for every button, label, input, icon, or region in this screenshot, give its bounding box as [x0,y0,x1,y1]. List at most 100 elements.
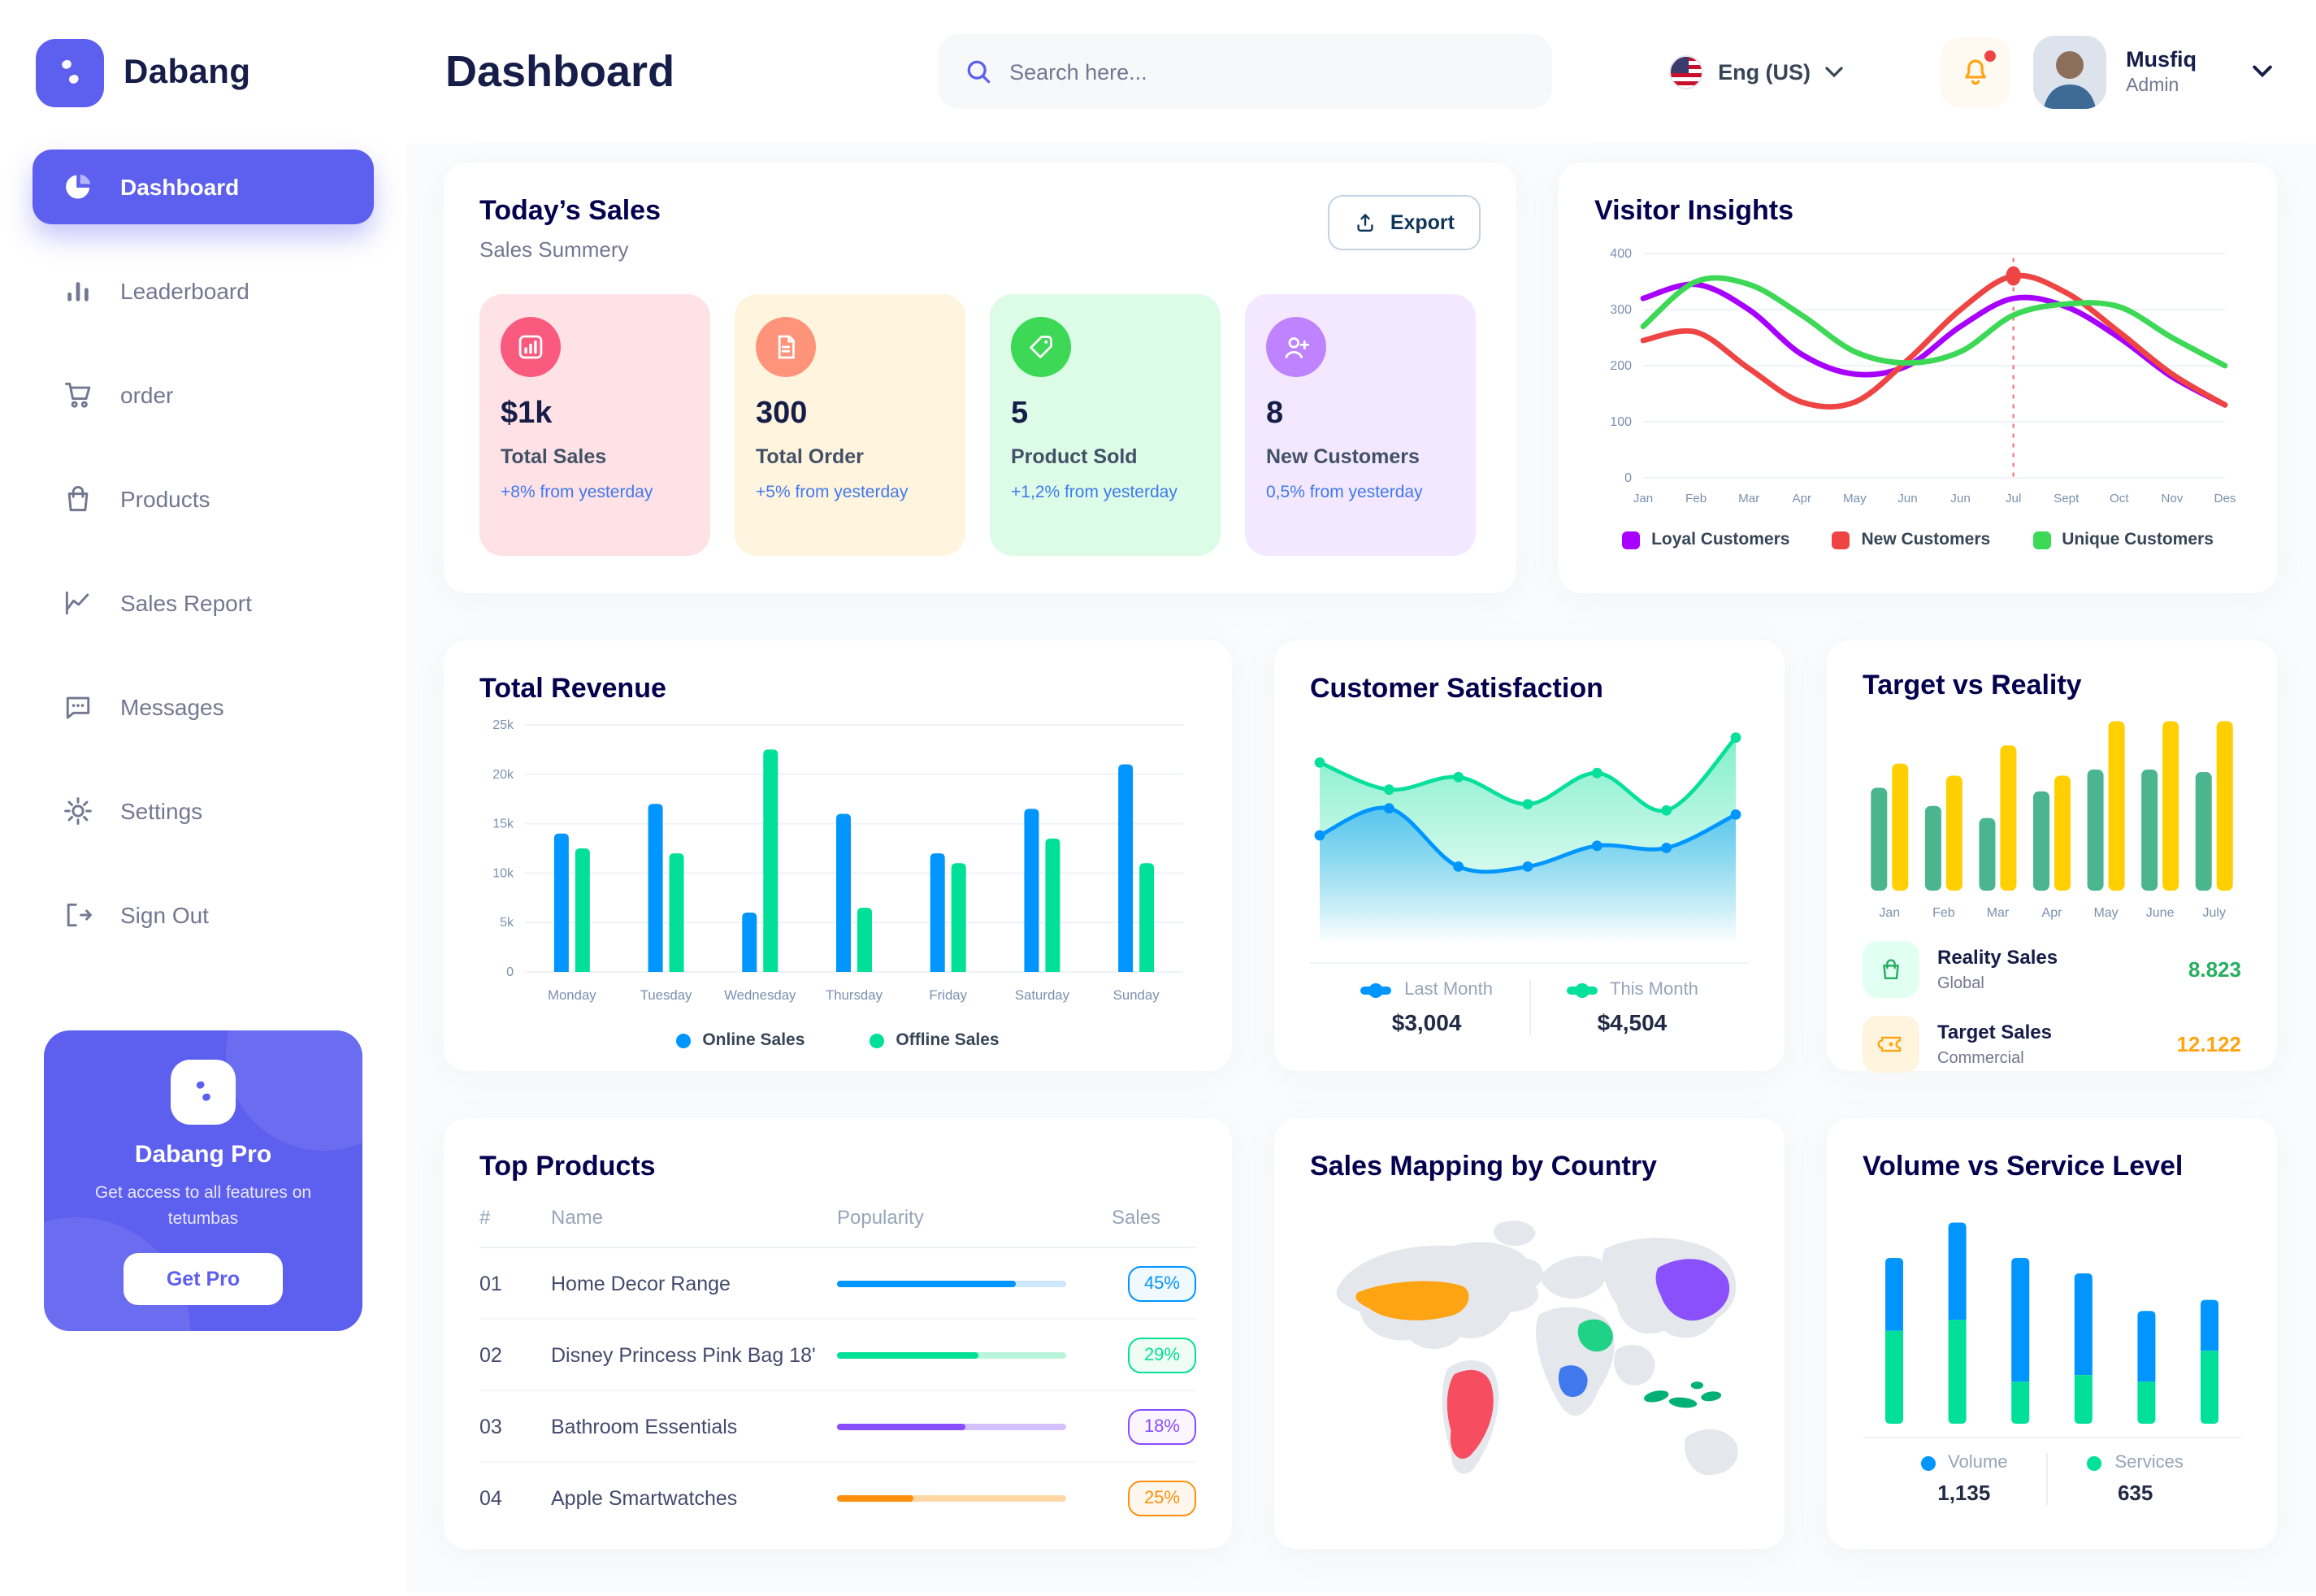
country-united-states [1355,1281,1469,1321]
sales-chart-icon [501,317,561,377]
legend-item: Unique Customers [2032,530,2214,549]
sidebar-item-sales-report[interactable]: Sales Report [33,566,374,640]
bell-icon [1965,59,1986,85]
sidebar-item-label: Sign Out [120,902,209,928]
legend-swatch [2087,1455,2102,1470]
legend-value: $4,504 [1597,1009,1668,1035]
sales-mapping-title: Sales Mapping by Country [1310,1151,1657,1182]
notifications-button[interactable] [1941,37,2011,106]
svg-text:0: 0 [1624,471,1632,485]
legend-swatch [1622,531,1641,549]
brand-name: Dabang [124,54,251,91]
product-num: 04 [479,1487,502,1510]
table-row: 03 Bathroom Essentials 18% [479,1391,1196,1463]
tag-icon [1011,317,1071,377]
legend-label: This Month [1610,980,1698,1000]
divider [1310,962,1749,964]
sidebar-item-sign-out[interactable]: Sign Out [33,878,374,952]
sidebar-item-leaderboard[interactable]: Leaderboard [33,254,374,328]
reality-sales-row: Reality Sales Global 8.823 [1863,941,2241,998]
legend-swatch [676,1033,692,1047]
divider [1863,1437,2241,1438]
target-vs-reality-chart: Jan Feb Mar Apr May June July [1863,709,2241,923]
svg-text:May: May [1843,492,1867,505]
sidebar-item-settings[interactable]: Settings [33,774,374,848]
sidebar-item-products[interactable]: Products [33,462,374,536]
visitor-insights-card: Visitor Insights 0 100 200 300 400 Jan Feb Mar A… [1559,163,2277,593]
svg-text:15k: 15k [492,818,514,831]
svg-text:Sept: Sept [2054,492,2080,505]
export-button[interactable]: Export [1328,195,1481,250]
search-input[interactable] [1009,59,1527,84]
total-revenue-chart: 0 5k 10k 15k 20k 25k Monday Tuesday Wednesday Thu… [479,712,1196,1017]
sales-badge: 18% [1127,1408,1196,1444]
stat-value: 8 [1266,397,1284,431]
col-header-name: Name [551,1206,604,1229]
sidebar: Dabang Dashboard Leaderboard ord [0,0,406,1593]
order-file-icon [756,317,816,377]
svg-text:Des: Des [2214,492,2236,505]
stat-label: New Customers [1266,445,1420,468]
get-pro-button[interactable]: Get Pro [124,1252,283,1305]
export-label: Export [1390,211,1455,234]
legend-item: This Month $4,504 [1529,980,1734,1035]
stat-delta: +8% from yesterday [501,483,653,502]
pie-chart-icon [66,174,91,199]
chevron-down-icon [1825,66,1843,77]
svg-text:Thursday: Thursday [826,987,883,1003]
svg-text:5k: 5k [500,916,514,930]
stat-label: Total Sales [501,445,607,468]
popularity-bar [837,1280,1112,1286]
volume-service-title: Volume vs Service Level [1863,1151,2184,1182]
col-header-num: # [479,1206,491,1229]
sales-badge: 25% [1127,1481,1196,1516]
stat-value: 5 [1011,397,1029,431]
svg-text:Jan: Jan [1879,906,1900,920]
gear-icon [64,797,92,825]
us-flag-icon [1669,54,1704,89]
user-profile[interactable]: Musfiq Admin [2033,35,2271,108]
language-selector[interactable]: Eng (US) [1669,54,1843,89]
svg-text:20k: 20k [492,768,514,782]
legend-label: Offline Sales [896,1030,1000,1050]
row-value: 8.823 [2188,957,2241,982]
stat-card-new-customers: 8 New Customers 0,5% from yesterday [1245,294,1476,556]
table-row: 02 Disney Princess Pink Bag 18' 29% [479,1320,1196,1391]
total-revenue-title: Total Revenue [479,673,666,704]
col-header-popularity: Popularity [837,1206,924,1229]
legend-label: Online Sales [702,1030,805,1050]
col-header-sales: Sales [1112,1206,1161,1229]
sidebar-item-dashboard[interactable]: Dashboard [33,150,374,224]
stat-card-total-sales: $1k Total Sales +8% from yesterday [479,294,710,556]
user-name: Musfiq [2126,47,2197,72]
sidebar-item-label: Settings [120,798,203,824]
svg-text:May: May [2093,906,2118,920]
legend-label: Volume [1948,1453,2008,1472]
svg-text:10k: 10k [492,866,514,880]
pro-upsell-card: Dabang Pro Get access to all features on… [44,1030,362,1331]
popularity-bar [837,1495,1112,1502]
country-dr-congo [1558,1365,1588,1398]
visitor-insights-title: Visitor Insights [1594,195,1793,226]
legend-label: New Customers [1861,530,1991,549]
product-name: Home Decor Range [551,1272,731,1295]
top-products-table: # Name Popularity Sales 01 Home Decor Ra… [479,1206,1196,1534]
sidebar-item-order[interactable]: order [33,358,374,432]
svg-text:Sunday: Sunday [1113,987,1160,1003]
sidebar-item-messages[interactable]: Messages [33,670,374,744]
todays-sales-title: Today’s Sales [479,195,661,226]
svg-text:July: July [2202,906,2225,920]
customer-satisfaction-legend: Last Month $3,004 This Month $4,504 [1310,980,1749,1035]
ticket-icon [1863,1016,1919,1073]
cart-icon [65,382,91,408]
svg-text:Mar: Mar [1987,906,2010,920]
legend-swatch [1832,531,1850,549]
legend-item: Loyal Customers [1622,530,1789,549]
leaderboard-icon [67,282,89,301]
search-icon [967,60,991,84]
bag-icon [67,486,89,512]
svg-text:June: June [2146,906,2175,920]
legend-label: Last Month [1404,980,1493,1000]
legend-label: Unique Customers [2062,530,2214,549]
